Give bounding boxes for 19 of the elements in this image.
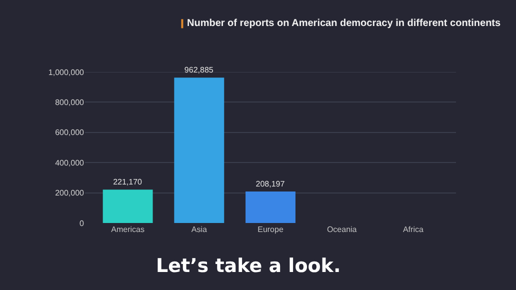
data-label: 221,170	[113, 178, 143, 187]
bar	[102, 190, 153, 223]
x-tick-label: Africa	[402, 225, 424, 234]
chart-title: Number of reports on American democracy in different continents	[187, 18, 502, 29]
y-tick-label: 600,000	[55, 128, 85, 138]
y-tick-label: 0	[80, 218, 85, 228]
data-label: 208,197	[256, 180, 286, 189]
x-tick-label: Oceania	[326, 225, 358, 234]
y-tick-label: 400,000	[55, 158, 85, 168]
x-tick-label: Europe	[258, 225, 284, 234]
y-tick-label: 200,000	[55, 188, 85, 198]
x-tick-label: Americas	[111, 225, 144, 234]
y-tick-label: 800,000	[55, 98, 85, 107]
text: Let’s take a look.	[156, 255, 341, 277]
y-tick-label: 1,000,000	[48, 68, 85, 77]
x-tick-label: Asia	[191, 225, 208, 234]
bar	[246, 192, 296, 223]
bar	[174, 78, 224, 223]
data-label: 962,885	[184, 66, 214, 75]
